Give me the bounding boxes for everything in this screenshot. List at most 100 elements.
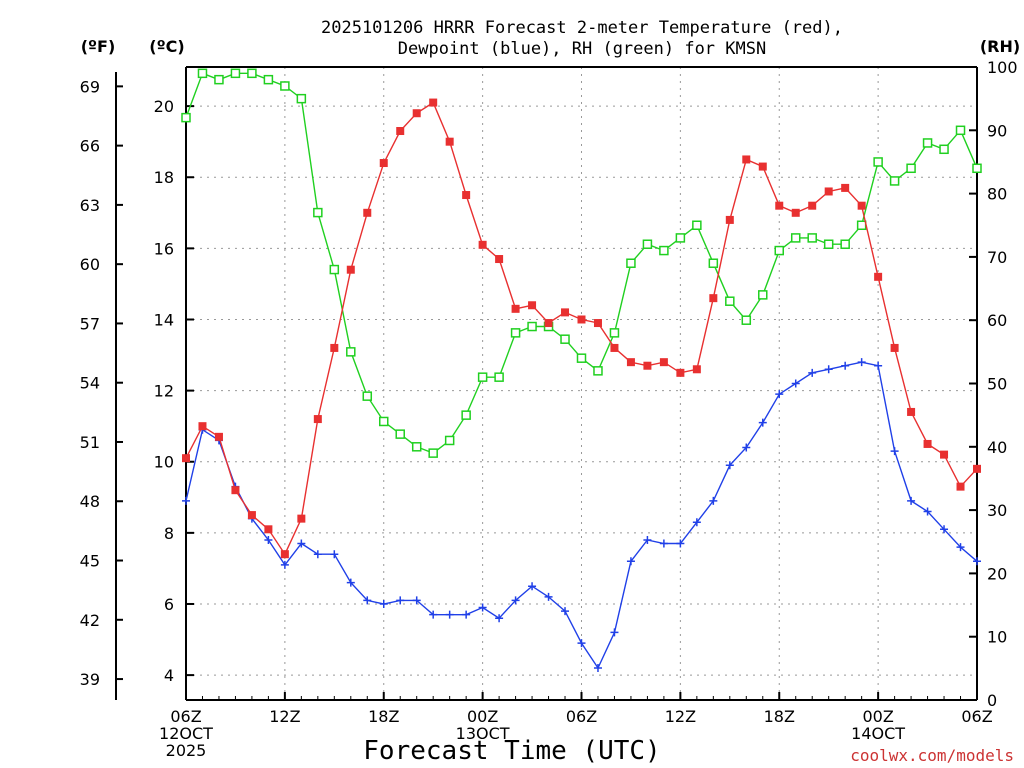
data-point [775,201,784,210]
data-point [182,454,190,463]
data-point [824,365,833,374]
data-point [280,81,290,91]
time-tick-label: 14OCT [851,724,905,743]
data-point [379,599,388,608]
time-tick-label: 00Z [467,707,498,726]
data-point [379,159,388,168]
rh-tick-label: 0 [987,691,997,710]
data-point [874,361,883,370]
data-point [198,422,207,431]
rh-tick-label: 80 [987,185,1007,204]
data-point [495,614,504,623]
celsius-tick-label: 18 [154,168,174,187]
data-point [544,592,553,601]
data-point [544,319,553,328]
data-point [823,239,834,249]
celsius-tick-label: 20 [154,97,174,116]
data-point [494,372,504,382]
time-tick-label: 00Z [862,707,893,726]
data-point [808,201,817,210]
data-point [561,308,570,317]
fahrenheit-tick-label: 57 [80,314,100,333]
rh-tick-label: 60 [987,311,1007,330]
data-point [346,347,356,357]
data-point [296,93,307,104]
time-tick-label: 06Z [961,707,992,726]
data-point [197,68,208,79]
data-point [676,368,685,377]
data-point [956,543,965,552]
data-point [890,447,899,456]
data-point [791,208,800,217]
celsius-tick-label: 6 [164,595,174,614]
data-point [264,535,273,544]
data-point [972,163,982,174]
data-point [808,368,817,377]
data-point [675,233,686,243]
data-point [742,443,751,452]
fahrenheit-tick-label: 54 [80,374,100,393]
data-point [462,191,471,200]
data-point [873,157,883,167]
data-point [263,74,274,85]
data-point [247,68,257,79]
data-point [610,343,619,352]
data-point [907,496,916,505]
data-point [231,486,240,495]
data-point [313,207,323,218]
data-point [758,162,767,171]
data-point [973,557,981,566]
data-point [923,507,932,516]
unit-label-celsius: (ºC) [149,37,184,56]
time-tick-label: 12OCT [159,724,213,743]
data-point [609,328,620,338]
data-point [214,74,224,85]
data-point [527,321,537,332]
data-point [857,201,866,210]
time-tick-label: 06Z [170,707,201,726]
time-tick-label: 06Z [566,707,597,726]
data-point [346,265,355,274]
data-point [708,258,719,268]
data-point [593,663,602,672]
data-point [363,596,372,605]
series-rh [181,68,982,458]
data-point [379,416,389,427]
celsius-tick-label: 14 [154,310,174,329]
data-point [362,391,373,401]
data-point [940,525,949,534]
data-point [461,410,471,420]
data-point [396,596,405,605]
data-point [181,112,191,123]
data-point [659,539,668,548]
rh-tick-label: 20 [987,564,1007,583]
unit-label-rh: (RH) [980,37,1020,56]
data-point [264,525,273,534]
time-tick-label: 18Z [368,707,399,726]
data-point [478,603,487,612]
data-point [922,138,933,148]
data-point [478,240,487,249]
data-point [659,245,669,256]
data-point [445,610,454,619]
grid [186,67,977,700]
rh-tick-label: 30 [987,501,1007,520]
data-point [396,127,405,136]
data-point [495,255,504,264]
data-point [429,98,438,107]
data-point [890,343,899,352]
fahrenheit-tick-label: 42 [80,611,100,630]
data-point [841,361,850,370]
data-point [577,315,586,324]
data-point [742,155,751,164]
data-point [874,272,883,281]
unit-label-fahrenheit: (ºF) [81,37,116,56]
rh-tick-label: 10 [987,628,1007,647]
data-point [956,482,965,491]
data-point [428,448,438,458]
data-point [412,596,421,605]
data-point [643,361,652,370]
data-point [824,187,833,196]
